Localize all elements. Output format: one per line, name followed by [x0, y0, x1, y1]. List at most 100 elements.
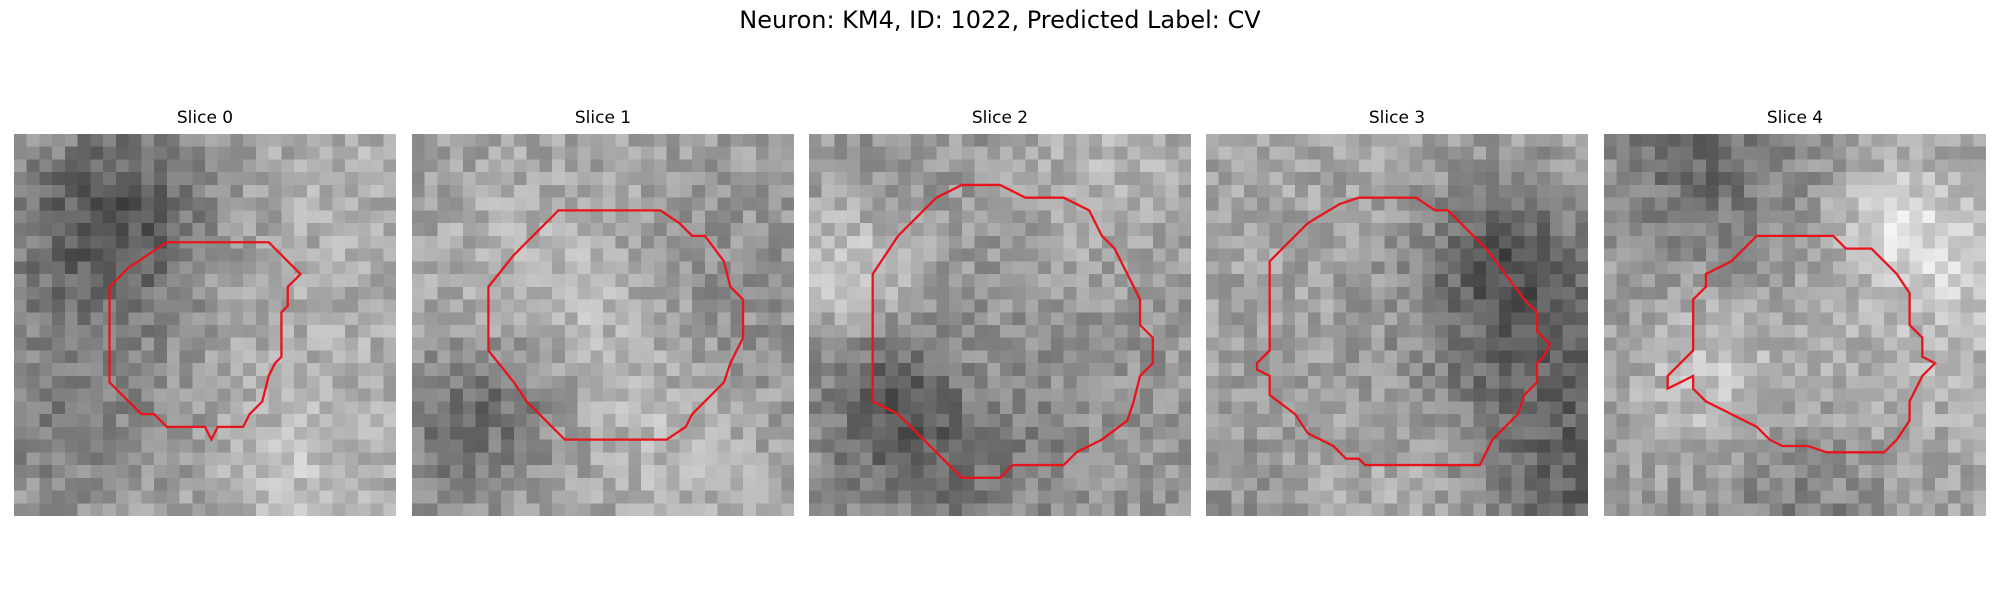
pixel [936, 134, 950, 147]
pixel [1795, 350, 1808, 364]
pixel [1460, 388, 1474, 402]
pixel [437, 235, 451, 249]
pixel [717, 337, 731, 351]
pixel [306, 210, 320, 224]
pixel [821, 375, 835, 389]
pixel [1012, 184, 1026, 198]
pixel [1731, 286, 1745, 300]
pixel [936, 426, 950, 440]
pixel [1616, 312, 1630, 326]
pixel [128, 465, 142, 479]
pixel [1833, 248, 1847, 262]
pixel [1256, 325, 1270, 338]
pixel [526, 426, 540, 440]
pixel [1820, 286, 1834, 300]
pixel [1511, 503, 1525, 516]
pixel [1409, 414, 1423, 428]
pixel [1012, 248, 1026, 262]
pixel [268, 477, 282, 491]
pixel [141, 274, 155, 288]
pixel [294, 261, 308, 275]
pixel [166, 477, 180, 491]
pixel [1858, 248, 1872, 262]
pixel [1397, 465, 1410, 479]
pixel [679, 299, 693, 313]
pixel [717, 388, 731, 402]
pixel [910, 452, 924, 466]
pixel [1858, 363, 1872, 377]
pixel [475, 375, 489, 389]
pixel [103, 439, 117, 453]
pixel [1282, 146, 1296, 160]
pixel [923, 414, 937, 428]
pixel [154, 401, 168, 415]
pixel [103, 184, 117, 198]
pixel [1795, 223, 1808, 237]
pixel [1922, 235, 1936, 249]
pixel [77, 401, 91, 415]
pixel [923, 184, 937, 198]
pixel [1922, 490, 1936, 504]
pixel [1435, 388, 1449, 402]
pixel [859, 452, 873, 466]
pixel [1935, 465, 1949, 479]
pixel [357, 337, 371, 351]
pixel [513, 146, 527, 160]
pixel [39, 337, 53, 351]
pixel [872, 223, 886, 237]
pixel [1050, 452, 1064, 466]
pixel [1422, 388, 1436, 402]
pixel [26, 375, 40, 389]
pixel [1269, 134, 1283, 147]
pixel [243, 261, 257, 275]
pixel [1705, 465, 1719, 479]
pixel [1922, 452, 1936, 466]
pixel [1320, 274, 1334, 288]
pixel [488, 146, 502, 160]
pixel [1358, 401, 1372, 415]
pixel [834, 503, 848, 516]
pixel [306, 388, 320, 402]
pixel [526, 375, 540, 389]
pixel [26, 134, 40, 147]
pixel [1654, 210, 1668, 224]
pixel [332, 325, 346, 338]
pixel [90, 274, 104, 288]
pixel [412, 439, 425, 453]
pixel [552, 312, 566, 326]
pixel [923, 274, 937, 288]
pixel [615, 452, 629, 466]
pixel [424, 465, 438, 479]
pixel [1654, 134, 1668, 147]
pixel [217, 465, 231, 479]
pixel [590, 197, 604, 211]
pixel [1486, 477, 1500, 491]
pixel [115, 465, 129, 479]
pixel [1795, 477, 1808, 491]
pixel [1575, 261, 1588, 275]
pixel [1718, 159, 1732, 173]
pixel [141, 184, 155, 198]
pixel [1820, 452, 1834, 466]
pixel [628, 490, 642, 504]
pixel [1896, 312, 1910, 326]
pixel [1038, 414, 1052, 428]
pixel [949, 337, 963, 351]
pixel [1947, 503, 1961, 516]
pixel [357, 477, 371, 491]
pixel [64, 197, 78, 211]
pixel [987, 426, 1001, 440]
pixel [1973, 325, 1986, 338]
pixel [294, 274, 308, 288]
pixel [1101, 375, 1115, 389]
pixel [1025, 197, 1039, 211]
pixel [115, 210, 129, 224]
pixel [872, 439, 886, 453]
pixel [1562, 274, 1576, 288]
pixel [936, 312, 950, 326]
pixel [1025, 490, 1039, 504]
pixel [1206, 350, 1219, 364]
pixel [859, 375, 873, 389]
pixel [319, 172, 333, 186]
pixel [1178, 210, 1191, 224]
